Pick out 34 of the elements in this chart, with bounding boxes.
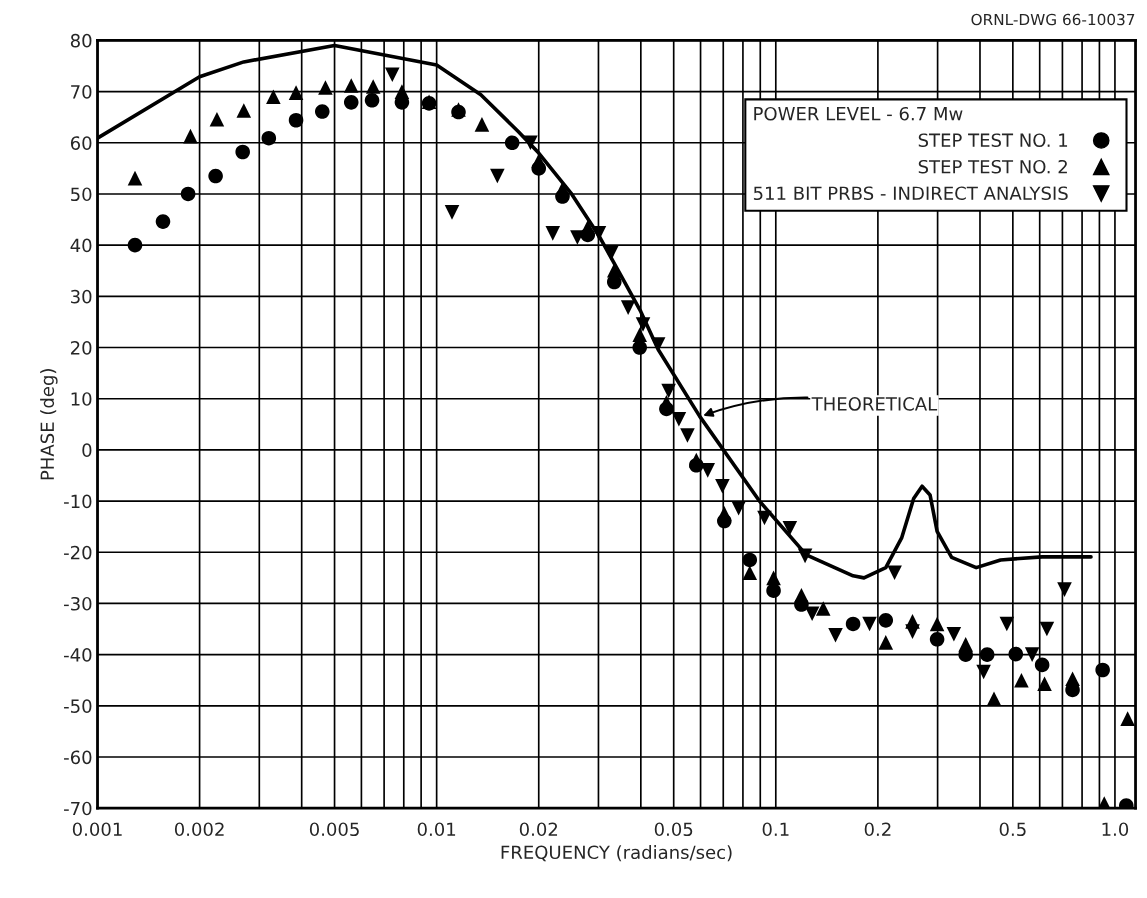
y-tick-label: -50 [64,699,92,713]
y-tick-label: -70 [64,801,92,816]
x-tick-label: 0.002 [174,822,224,837]
y-tick-label: -10 [64,494,92,509]
y-tick-label: 30 [71,289,92,304]
y-axis-title: PHASE (deg) [40,369,58,480]
x-tick-label: 0.05 [654,822,693,837]
annotation: THEORETICAL [811,397,938,411]
legend-label: STEP TEST NO. 1 [918,133,1068,148]
x-tick-label: 0.01 [417,822,456,837]
x-tick-label: 1.0 [1102,822,1129,837]
y-tick-label: 0 [82,443,92,458]
x-tick-label: 0.1 [762,822,789,837]
y-tick-label: 70 [71,85,92,99]
y-tick-label: 10 [71,392,92,406]
x-tick-label: 0.001 [72,822,122,837]
x-tick-label: 0.005 [309,822,359,837]
y-tick-label: -20 [64,545,92,560]
x-tick-label: 0.2 [864,822,891,837]
y-tick-label: 60 [70,136,92,150]
y-tick-label: 40 [70,238,92,253]
x-axis-title: FREQUENCY (radians/sec) [501,845,732,862]
legend-label: 511 BIT PRBS - INDIRECT ANALYSIS [753,186,1068,201]
y-tick-label: 50 [71,187,92,202]
text: ORNL-DWG 66-10037 [971,13,1135,26]
legend-label: STEP TEST NO. 2 [918,159,1067,174]
y-tick-label: -40 [64,648,92,662]
y-tick-label: 80 [70,33,92,48]
x-tick-label: 0.5 [999,822,1026,837]
y-tick-label: -60 [64,750,92,765]
legend-title: POWER LEVEL - 6.7 Mw [754,106,963,121]
y-tick-label: -30 [64,596,92,611]
y-tick-label: 20 [70,340,92,355]
x-tick-label: 0.02 [519,822,558,837]
